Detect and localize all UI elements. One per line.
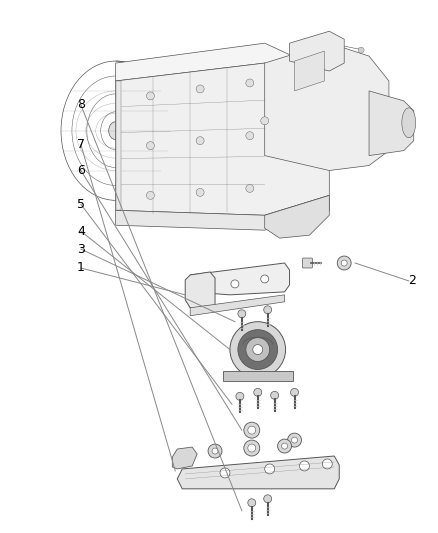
Polygon shape xyxy=(190,263,290,295)
Circle shape xyxy=(146,142,155,150)
Ellipse shape xyxy=(109,122,123,140)
Circle shape xyxy=(253,345,263,354)
Circle shape xyxy=(246,337,270,361)
Circle shape xyxy=(196,136,204,144)
Circle shape xyxy=(236,392,244,400)
Polygon shape xyxy=(290,31,344,71)
Circle shape xyxy=(337,256,351,270)
Polygon shape xyxy=(116,196,329,230)
Circle shape xyxy=(264,306,272,314)
Polygon shape xyxy=(116,43,329,91)
Circle shape xyxy=(146,92,155,100)
Polygon shape xyxy=(369,91,414,156)
Polygon shape xyxy=(190,295,285,316)
Polygon shape xyxy=(294,51,324,91)
Ellipse shape xyxy=(402,108,416,138)
Circle shape xyxy=(300,461,309,471)
Circle shape xyxy=(231,280,239,288)
Text: 8: 8 xyxy=(77,99,85,111)
Circle shape xyxy=(196,188,204,196)
Circle shape xyxy=(230,322,286,377)
Circle shape xyxy=(146,191,155,199)
Circle shape xyxy=(208,444,222,458)
Polygon shape xyxy=(177,456,339,489)
Circle shape xyxy=(358,47,364,53)
Circle shape xyxy=(246,132,254,140)
Circle shape xyxy=(244,440,260,456)
Text: 6: 6 xyxy=(77,164,85,177)
Circle shape xyxy=(261,275,268,283)
Circle shape xyxy=(220,468,230,478)
Polygon shape xyxy=(265,196,329,238)
Circle shape xyxy=(292,437,297,443)
Polygon shape xyxy=(116,63,329,215)
Circle shape xyxy=(248,499,256,507)
Circle shape xyxy=(212,448,218,454)
Circle shape xyxy=(264,495,272,503)
Polygon shape xyxy=(265,43,389,171)
Text: 5: 5 xyxy=(77,198,85,211)
Polygon shape xyxy=(223,372,293,382)
Circle shape xyxy=(254,389,262,397)
Polygon shape xyxy=(172,447,197,469)
Circle shape xyxy=(246,184,254,192)
Text: 7: 7 xyxy=(77,138,85,151)
Circle shape xyxy=(341,260,347,266)
Circle shape xyxy=(271,391,279,399)
Circle shape xyxy=(282,443,288,449)
Polygon shape xyxy=(185,272,215,310)
Polygon shape xyxy=(116,81,120,211)
Circle shape xyxy=(246,79,254,87)
Circle shape xyxy=(248,426,256,434)
Circle shape xyxy=(238,310,246,318)
Text: 3: 3 xyxy=(77,243,85,256)
Circle shape xyxy=(238,330,278,369)
Circle shape xyxy=(322,459,332,469)
Circle shape xyxy=(244,422,260,438)
Circle shape xyxy=(248,444,256,452)
Text: 4: 4 xyxy=(77,225,85,238)
Circle shape xyxy=(261,117,268,125)
Circle shape xyxy=(278,439,292,453)
Text: 1: 1 xyxy=(77,262,85,274)
Circle shape xyxy=(288,433,301,447)
Text: 2: 2 xyxy=(408,274,416,287)
FancyBboxPatch shape xyxy=(303,258,312,268)
Circle shape xyxy=(196,85,204,93)
Circle shape xyxy=(290,389,298,397)
Circle shape xyxy=(265,464,275,474)
